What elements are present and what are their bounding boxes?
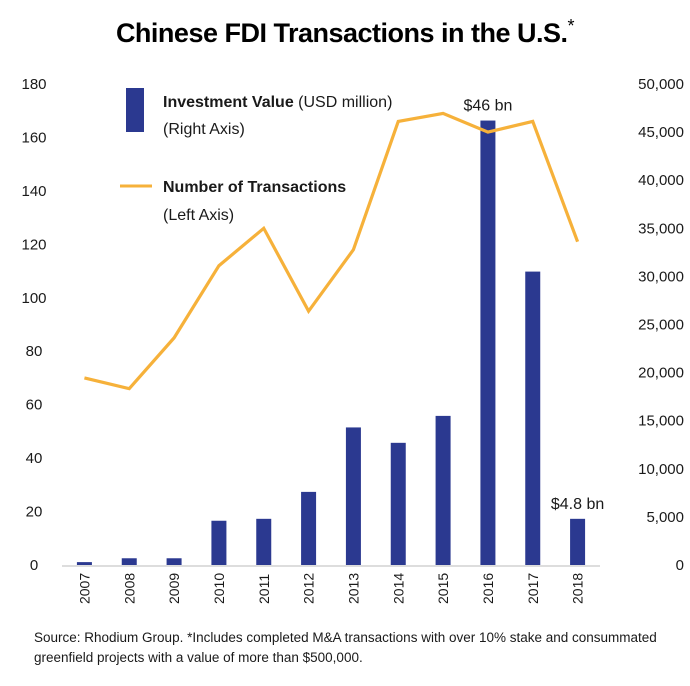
left-axis-ticks: 0 20 40 60 80 100 120 140 160 180 (21, 76, 46, 574)
right-tick-label: 25,000 (638, 317, 684, 334)
left-tick-label: 60 (26, 397, 43, 414)
investment-bar (390, 442, 406, 565)
x-tick-label: 2016 (480, 573, 496, 604)
investment-bar (256, 518, 272, 565)
x-tick-label: 2018 (570, 573, 586, 604)
left-tick-label: 140 (21, 183, 46, 200)
transactions-line (84, 111, 580, 391)
legend-investment-axis: (Right Axis) (163, 121, 245, 138)
left-tick-label: 100 (21, 290, 46, 307)
investment-bar (480, 120, 496, 565)
investment-bar (345, 427, 361, 565)
investment-bar (525, 271, 541, 565)
left-tick-label: 160 (21, 129, 46, 146)
footnote-line-1: Source: Rhodium Group. *Includes complet… (34, 630, 657, 645)
legend-transactions-axis: (Left Axis) (163, 207, 234, 224)
fdi-chart: Chinese FDI Transactions in the U.S.* 0 2… (21, 16, 684, 604)
right-tick-label: 15,000 (638, 413, 684, 430)
x-tick-label: 2013 (345, 573, 361, 604)
x-tick-label: 2009 (166, 573, 182, 604)
legend-bar-swatch (126, 88, 144, 132)
transactions-line-path (84, 111, 580, 391)
right-tick-label: 40,000 (638, 172, 684, 189)
chart-title: Chinese FDI Transactions in the U.S.* (116, 16, 575, 48)
footnote-line-2: greenfield projects with a value of more… (34, 650, 363, 665)
left-tick-label: 180 (21, 76, 46, 93)
investment-bar (121, 558, 137, 565)
bar-annotation: $4.8 bn (551, 496, 604, 513)
legend-investment-label: Investment Value (USD million) (163, 94, 392, 111)
investment-bars (76, 120, 586, 565)
x-tick-label: 2017 (525, 573, 541, 604)
left-tick-label: 120 (21, 236, 46, 253)
x-tick-label: 2014 (390, 573, 406, 604)
investment-bar (76, 562, 92, 565)
left-tick-label: 40 (26, 450, 43, 467)
bar-annotations: $46 bn $4.8 bn (463, 98, 604, 513)
x-axis-ticks: 2007 2008 2009 2010 2011 2012 2013 2014 2015 2016… (76, 573, 585, 604)
x-tick-label: 2015 (435, 573, 451, 604)
investment-bar (166, 558, 182, 565)
legend: Investment Value (USD million) (Right Ax… (120, 88, 392, 224)
right-axis-ticks: 0 5,000 10,000 15,000 20,000 25,000 30,000 35,0… (638, 76, 684, 574)
right-tick-label: 50,000 (638, 76, 684, 93)
x-tick-label: 2012 (301, 573, 317, 604)
right-tick-label: 35,000 (638, 220, 684, 237)
right-tick-label: 20,000 (638, 365, 684, 382)
right-tick-label: 45,000 (638, 124, 684, 141)
left-tick-label: 0 (30, 557, 38, 574)
right-tick-label: 5,000 (646, 509, 684, 526)
footnote: Source: Rhodium Group. *Includes complet… (34, 628, 674, 668)
right-tick-label: 30,000 (638, 268, 684, 285)
x-tick-label: 2007 (76, 573, 92, 604)
x-tick-label: 2008 (121, 573, 137, 604)
x-tick-label: 2011 (256, 574, 272, 604)
investment-bar (211, 520, 227, 565)
right-tick-label: 0 (676, 557, 684, 574)
legend-transactions-label: Number of Transactions (163, 179, 346, 196)
bar-annotation: $46 bn (463, 98, 512, 115)
investment-bar (301, 491, 317, 565)
x-tick-label: 2010 (211, 573, 227, 604)
investment-bar (435, 415, 451, 565)
investment-bar (570, 518, 586, 565)
right-tick-label: 10,000 (638, 461, 684, 478)
left-tick-label: 20 (26, 504, 43, 521)
left-tick-label: 80 (26, 343, 43, 360)
